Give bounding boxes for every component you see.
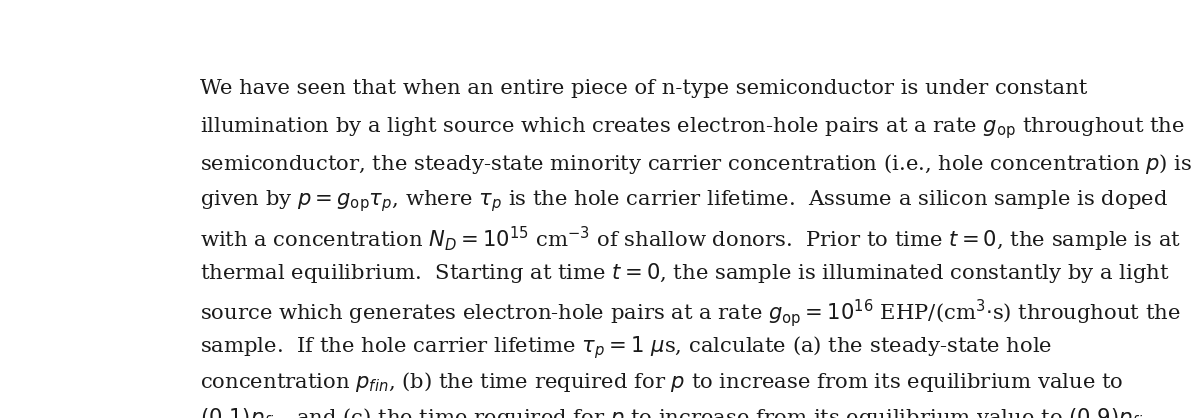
Text: given by $p = g_{\rm op}\tau_p$, where $\tau_p$ is the hole carrier lifetime.  A: given by $p = g_{\rm op}\tau_p$, where $… xyxy=(200,188,1168,214)
Text: with a concentration $N_D = 10^{15}$ cm$^{-3}$ of shallow donors.  Prior to time: with a concentration $N_D = 10^{15}$ cm$… xyxy=(200,224,1182,254)
Text: We have seen that when an entire piece of n-type semiconductor is under constant: We have seen that when an entire piece o… xyxy=(200,79,1087,98)
Text: concentration $p_{fin}$, (b) the time required for $p$ to increase from its equi: concentration $p_{fin}$, (b) the time re… xyxy=(200,370,1123,394)
Text: semiconductor, the steady-state minority carrier concentration (i.e., hole conce: semiconductor, the steady-state minority… xyxy=(200,152,1193,176)
Text: thermal equilibrium.  Starting at time $t = 0$, the sample is illuminated consta: thermal equilibrium. Starting at time $t… xyxy=(200,261,1170,285)
Text: sample.  If the hole carrier lifetime $\tau_p = 1$ $\mu$s, calculate (a) the ste: sample. If the hole carrier lifetime $\t… xyxy=(200,334,1052,360)
Text: illumination by a light source which creates electron-hole pairs at a rate $g_{\: illumination by a light source which cre… xyxy=(200,115,1184,141)
Text: source which generates electron-hole pairs at a rate $g_{\rm op} = 10^{16}$ EHP/: source which generates electron-hole pai… xyxy=(200,297,1181,329)
Text: $(0.1)p_{fin}$, and (c) the time required for $p$ to increase from its equilibri: $(0.1)p_{fin}$, and (c) the time require… xyxy=(200,406,1158,418)
